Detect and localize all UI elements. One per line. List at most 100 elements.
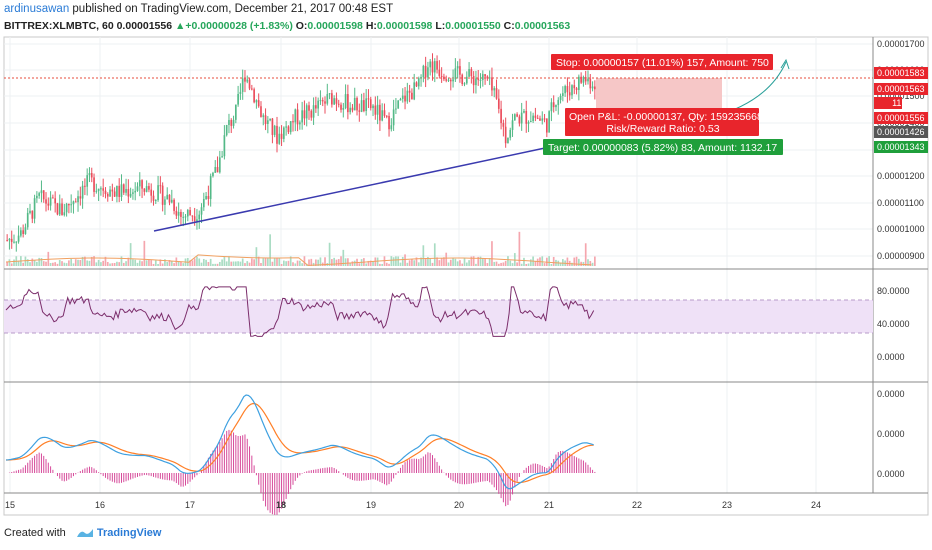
volume-bar [433, 243, 436, 266]
volume-bar [90, 256, 93, 266]
volume-bar [420, 257, 422, 266]
candle [587, 70, 589, 85]
candle [241, 69, 244, 100]
candle [399, 97, 402, 101]
candle [360, 93, 363, 113]
candle [591, 81, 594, 92]
candle [72, 200, 75, 214]
candle [415, 81, 418, 88]
candle [317, 97, 319, 116]
volume-bar [468, 260, 470, 266]
volume-bar [241, 258, 244, 266]
volume-bar [310, 258, 313, 266]
candle [68, 203, 70, 214]
candle [164, 196, 166, 215]
candle [81, 180, 84, 209]
candle [244, 70, 246, 93]
candle [113, 187, 116, 197]
candle [406, 82, 409, 104]
price-tick-label: 0.00000900 [877, 251, 925, 261]
volume-bar [164, 259, 166, 266]
chart-frame [3, 36, 929, 516]
candle [525, 100, 528, 133]
price-tag: 0.00001343 [874, 141, 928, 153]
volume-bar [481, 258, 484, 266]
volume-bar [337, 259, 340, 266]
volume-bar [77, 259, 79, 266]
time-tick-label: 24 [811, 500, 821, 510]
candle [417, 76, 420, 90]
volume-bar [209, 258, 212, 266]
volume-bar [26, 259, 29, 266]
volume-bar [475, 263, 477, 266]
candle [381, 103, 384, 122]
time-tick-label: 21 [544, 500, 554, 510]
time-axis[interactable]: 15 16 17 18 19 20 21 22 23 24 [5, 500, 821, 510]
candle [24, 223, 27, 235]
volume-bar [308, 259, 310, 266]
volume-bar [287, 260, 290, 266]
candle [246, 75, 249, 84]
time-tick-label: 18 [276, 500, 286, 510]
volume-bar [63, 262, 66, 266]
candle [271, 117, 274, 144]
time-tick-label: 22 [632, 500, 642, 510]
volume-bar [200, 262, 203, 266]
volume-bar [449, 259, 452, 266]
volume-bar [289, 256, 292, 266]
candle [200, 203, 203, 224]
candle [315, 96, 317, 113]
author-link[interactable]: ardinusawan [4, 3, 70, 15]
tradingview-brand[interactable]: TradingView [96, 527, 162, 539]
price-tick-label: 0.00001500 [877, 91, 925, 101]
chart-canvas[interactable]: Stop: 0.00000157 (11.01%) 157, Amount: 7… [0, 0, 932, 525]
candle [26, 207, 29, 230]
candle [580, 72, 582, 85]
volume-bar [157, 263, 159, 266]
candle [255, 99, 258, 109]
volume-bar [584, 243, 587, 266]
candle [408, 84, 411, 103]
volume-bar [228, 256, 230, 266]
volume-bar [550, 263, 553, 266]
candle [36, 191, 38, 203]
volume-bar [534, 261, 537, 266]
candle [594, 80, 596, 100]
candle [566, 77, 569, 103]
candle [465, 71, 468, 85]
pl-label-box [565, 108, 759, 136]
volume-bar [516, 262, 518, 266]
volume-bar [134, 259, 137, 266]
volume-bar [276, 257, 278, 266]
volume-bar [559, 262, 562, 266]
volume-bar [207, 262, 210, 266]
candle [477, 70, 480, 86]
candle [234, 104, 237, 124]
volume-bar [511, 263, 514, 266]
candle [150, 183, 153, 203]
candle [207, 185, 210, 206]
candle [564, 84, 566, 97]
candle [93, 173, 95, 197]
candle [308, 101, 310, 120]
candle [411, 88, 413, 100]
volume-bar [340, 256, 342, 266]
rsi-line [5, 286, 595, 337]
candle [31, 210, 34, 224]
trendline[interactable] [153, 147, 546, 232]
candle [116, 185, 118, 203]
candle [404, 87, 406, 110]
volume-bar [38, 257, 41, 266]
time-tick-label: 16 [95, 500, 105, 510]
candle [454, 58, 457, 82]
svg-text:0.00001426: 0.00001426 [877, 127, 925, 137]
volume-bar [93, 256, 95, 266]
volume-bar [296, 260, 299, 266]
candle [248, 77, 251, 91]
candle [145, 180, 148, 193]
volume-bar [223, 256, 226, 266]
rsi-tick-label: 0.0000 [877, 352, 905, 362]
candle [100, 186, 102, 196]
volume-bar [591, 262, 594, 266]
candle [157, 175, 159, 202]
